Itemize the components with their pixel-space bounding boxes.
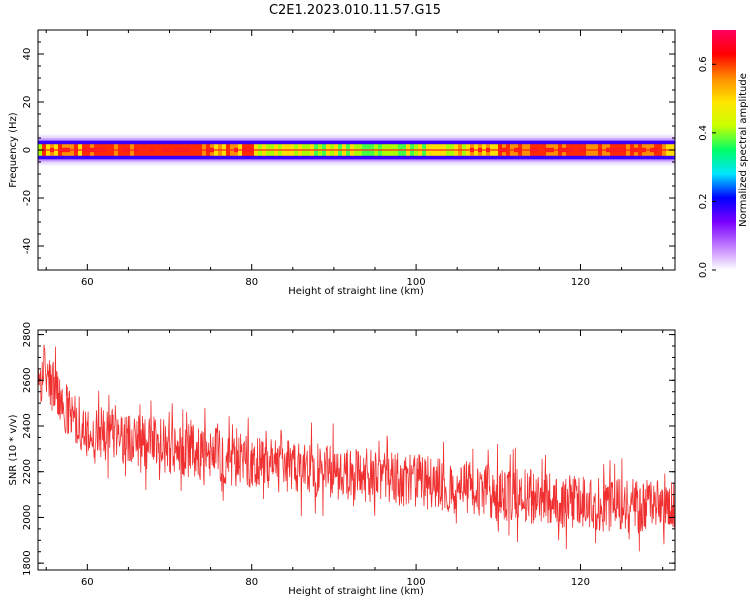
colorbar-tick-label: 0.2: [698, 193, 709, 209]
snr-ytick-label: 2400: [22, 413, 33, 438]
spectrogram-ytick-label: 40: [22, 48, 33, 61]
spectrogram-xlabel: Height of straight line (km): [288, 286, 424, 297]
snr-ylabel: SNR (10 * v/v): [8, 414, 19, 485]
colorbar-tick-label: 0.0: [698, 262, 709, 278]
snr-xlabel: Height of straight line (km): [288, 586, 424, 597]
snr-axes: 60 80 100 120 2800 2600 2400 2200 2000 1800: [22, 322, 675, 588]
colorbar-label: Normalized spectral amplitude: [738, 73, 749, 227]
colorbar-tick-label: 0.6: [698, 56, 709, 72]
colorbar-ticks: 0.0 0.2 0.4 0.6: [698, 56, 716, 278]
snr-ytick-label: 2200: [22, 459, 33, 484]
spectrogram-ytick-label: -40: [22, 238, 33, 254]
spectrogram-xtick-label: 120: [571, 277, 590, 288]
spectrogram-ytick-label: 20: [22, 96, 33, 109]
colorbar: 0.0 0.2 0.4 0.6 Normalized spectral amplitu…: [698, 30, 749, 278]
snr-xtick-label: 120: [571, 577, 590, 588]
snr-panel: 60 80 100 120 2800 2600 2400 2200 2000 1800 Heigh…: [8, 322, 676, 597]
figure-title: C2E1.2023.010.11.57.G15: [269, 3, 441, 18]
snr-xtick-label: 100: [407, 577, 426, 588]
snr-xtick-label: 80: [245, 577, 258, 588]
spectrogram-ytick-label: -20: [22, 190, 33, 206]
spectrogram-xtick-label: 100: [407, 277, 426, 288]
snr-ytick-label: 2600: [22, 368, 33, 393]
snr-ytick-label: 1800: [22, 550, 33, 575]
snr-ytick-label: 2800: [22, 322, 33, 347]
spectrogram-panel: 60 80 100 120 40 20 0 -20 -40 Height of straight…: [8, 29, 676, 297]
spectrogram-band: [38, 135, 675, 165]
spectrogram-ytick-label: 0: [22, 147, 33, 153]
snr-series-line: [38, 344, 675, 552]
colorbar-gradient: [712, 30, 736, 270]
snr-frame: [37, 329, 676, 571]
spectrogram-xtick-label: 60: [81, 277, 94, 288]
spectrogram-xtick-label: 80: [245, 277, 258, 288]
spectrogram-axes: 60 80 100 120 40 20 0 -20 -40: [22, 29, 675, 288]
snr-xtick-label: 60: [81, 577, 94, 588]
colorbar-tick-label: 0.4: [698, 125, 709, 141]
spectrogram-ylabel: Frequency (Hz): [8, 112, 19, 188]
snr-ytick-label: 2000: [22, 505, 33, 530]
